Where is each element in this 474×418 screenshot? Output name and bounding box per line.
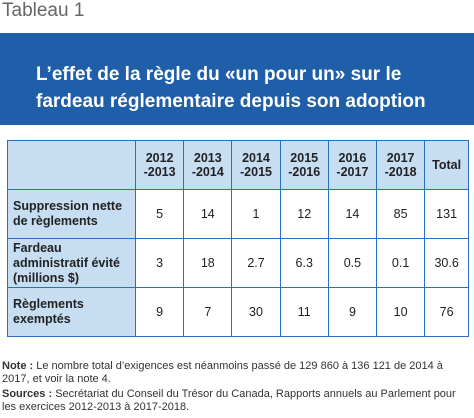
table-row: Suppression nette de règlements 5 14 1 12 14 8… [7,189,469,239]
row-label: Règlements exemptés [7,287,136,337]
sources: Sources : Secrétariat du Conseil du Trés… [2,388,470,414]
sources-label: Sources : [2,388,53,400]
table-cell: 5 [134,189,185,239]
note-text: Le nombre total d’exigences est néanmoin… [2,360,443,385]
banner: L’effet de la règle du «un pour un» sur … [0,33,474,125]
table-row: Règlements exemptés 9 7 30 11 9 10 76 [7,287,469,337]
note: Note : Le nombre total d’exigences est n… [2,360,470,386]
sources-text: Secrétariat du Conseil du Trésor du Cana… [2,388,456,413]
table-cell: 9 [134,287,185,337]
table-cell: 85 [376,189,426,239]
notes: Note : Le nombre total d’exigences est n… [2,360,470,416]
table-cell: 6.3 [279,238,329,288]
row-label: Fardeau administratif évité (millions $) [7,238,136,288]
table-cell: 131 [424,189,469,239]
column-header: 2015 -2016 [279,140,329,190]
table-cell: 0.1 [376,238,426,288]
table-cell: 12 [279,189,329,239]
table-cell: 2.7 [231,238,281,288]
table-cell: 0.5 [327,238,378,288]
header-row: 2012 -2013 2013 -2014 2014 -2015 2015 -2016… [7,140,469,190]
table-cell: 30.6 [424,238,469,288]
column-header: 2012 -2013 [134,140,185,190]
table-cell: 10 [376,287,426,337]
table-cell: 7 [183,287,233,337]
table-cell: 3 [134,238,185,288]
corner-cell [7,140,136,190]
data-table: 2012 -2013 2013 -2014 2014 -2015 2015 -2016… [7,140,469,337]
note-label: Note : [2,360,34,372]
table-cell: 30 [231,287,281,337]
column-header: 2017 -2018 [376,140,426,190]
column-header: 2016 -2017 [327,140,378,190]
banner-title: L’effet de la règle du «un pour un» sur … [36,64,426,112]
table-cell: 9 [327,287,378,337]
table-cell: 18 [183,238,233,288]
column-header: 2013 -2014 [183,140,233,190]
row-label: Suppression nette de règlements [7,189,136,239]
column-header: Total [424,140,469,190]
table-cell: 76 [424,287,469,337]
table-cell: 1 [231,189,281,239]
table-cell: 14 [327,189,378,239]
column-header: 2014 -2015 [231,140,281,190]
table-cell: 14 [183,189,233,239]
table-cell: 11 [279,287,329,337]
table-number: Tableau 1 [2,0,85,21]
table-row: Fardeau administratif évité (millions $)… [7,238,469,288]
